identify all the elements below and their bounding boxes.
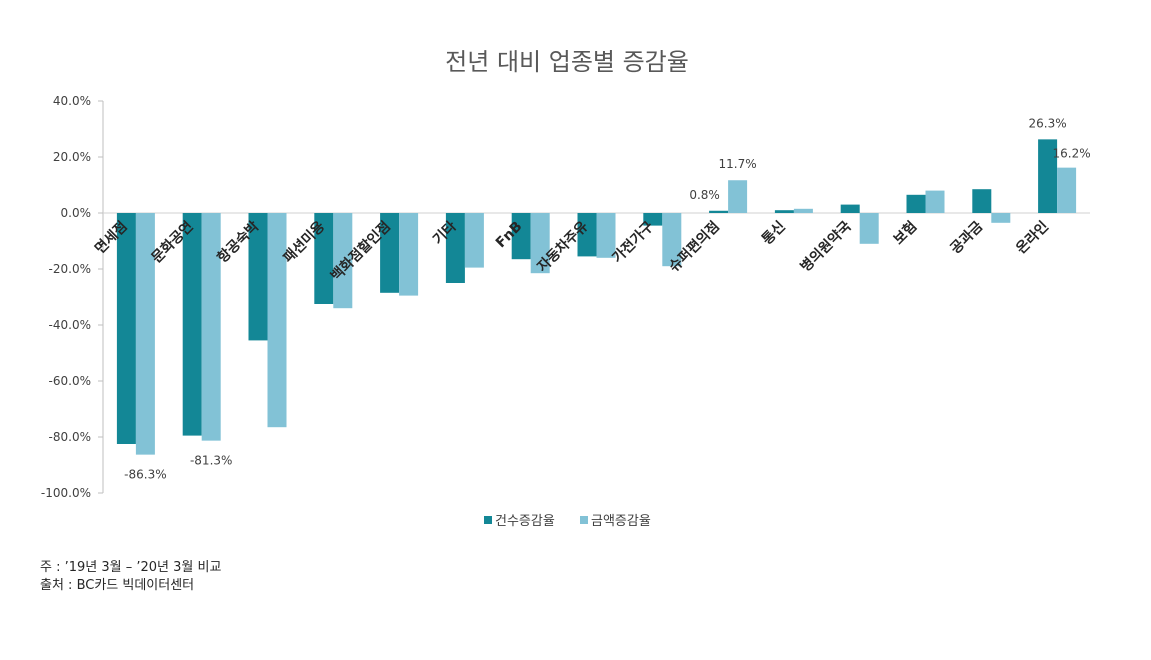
bar [793, 208, 813, 213]
bar [577, 213, 597, 257]
bar [380, 213, 400, 293]
category-label: 공과금 [947, 218, 986, 257]
bar [925, 190, 945, 213]
bar [859, 213, 879, 244]
bars [116, 139, 1077, 455]
legend: 건수증감율 금액증감율 [484, 514, 651, 529]
bar [201, 213, 221, 441]
y-tick-label: 0.0% [61, 206, 92, 220]
y-tick-label: 20.0% [53, 150, 91, 164]
bar [248, 213, 268, 341]
bar [709, 210, 729, 213]
chart-title: 전년 대비 업종별 증감율 [445, 48, 689, 76]
source-note: 출처 : BC카드 빅데이터센터 [40, 578, 195, 593]
y-tick-label: 40.0% [53, 94, 91, 108]
y-tick-label: -20.0% [49, 262, 91, 276]
bar [314, 213, 334, 304]
data-label: 26.3% [1029, 116, 1067, 130]
category-label: 온라인 [1013, 218, 1052, 257]
bar [643, 213, 663, 226]
legend-swatch [484, 516, 492, 524]
bar [596, 213, 616, 258]
bar [840, 204, 860, 213]
bar [972, 189, 992, 213]
category-label: 가전가구 [609, 218, 658, 267]
bar [991, 213, 1011, 223]
y-tick-label: -60.0% [49, 374, 91, 388]
bar [511, 213, 531, 260]
legend-swatch [580, 516, 588, 524]
y-tick-label: -40.0% [49, 318, 91, 332]
data-label: 11.7% [719, 157, 757, 171]
bar [530, 213, 550, 274]
data-label: -86.3% [124, 468, 166, 482]
bar [1038, 139, 1058, 213]
bar [906, 194, 926, 213]
bar [1057, 167, 1077, 213]
data-label: 0.8% [689, 188, 720, 202]
bar [399, 213, 419, 296]
footnote: 주 : ’19년 3월 – ’20년 3월 비교 [40, 560, 222, 575]
bar [774, 210, 794, 213]
bar [135, 213, 155, 455]
y-tick-label: -100.0% [41, 486, 91, 500]
category-label: 통신 [759, 219, 789, 249]
bar [445, 213, 465, 283]
y-tick-label: -80.0% [49, 430, 91, 444]
category-label: 보험 [890, 218, 920, 248]
bar [662, 213, 682, 267]
bar [333, 213, 353, 309]
data-label: 16.2% [1053, 147, 1091, 161]
bar [267, 213, 287, 428]
category-label: 병의원약국 [797, 218, 855, 276]
data-label: -81.3% [190, 454, 232, 468]
bar [464, 213, 484, 268]
bar [116, 213, 136, 444]
labels: 면세점 문화공연 항공숙박 패션미용 백화점할인점 기타 FnB 자동차주유 가전가구 슈퍼편의점… [91, 116, 1090, 481]
legend-label: 건수증감율 [495, 514, 555, 529]
legend-label: 금액증감율 [591, 514, 651, 529]
bar [182, 213, 202, 436]
bar [728, 180, 748, 213]
